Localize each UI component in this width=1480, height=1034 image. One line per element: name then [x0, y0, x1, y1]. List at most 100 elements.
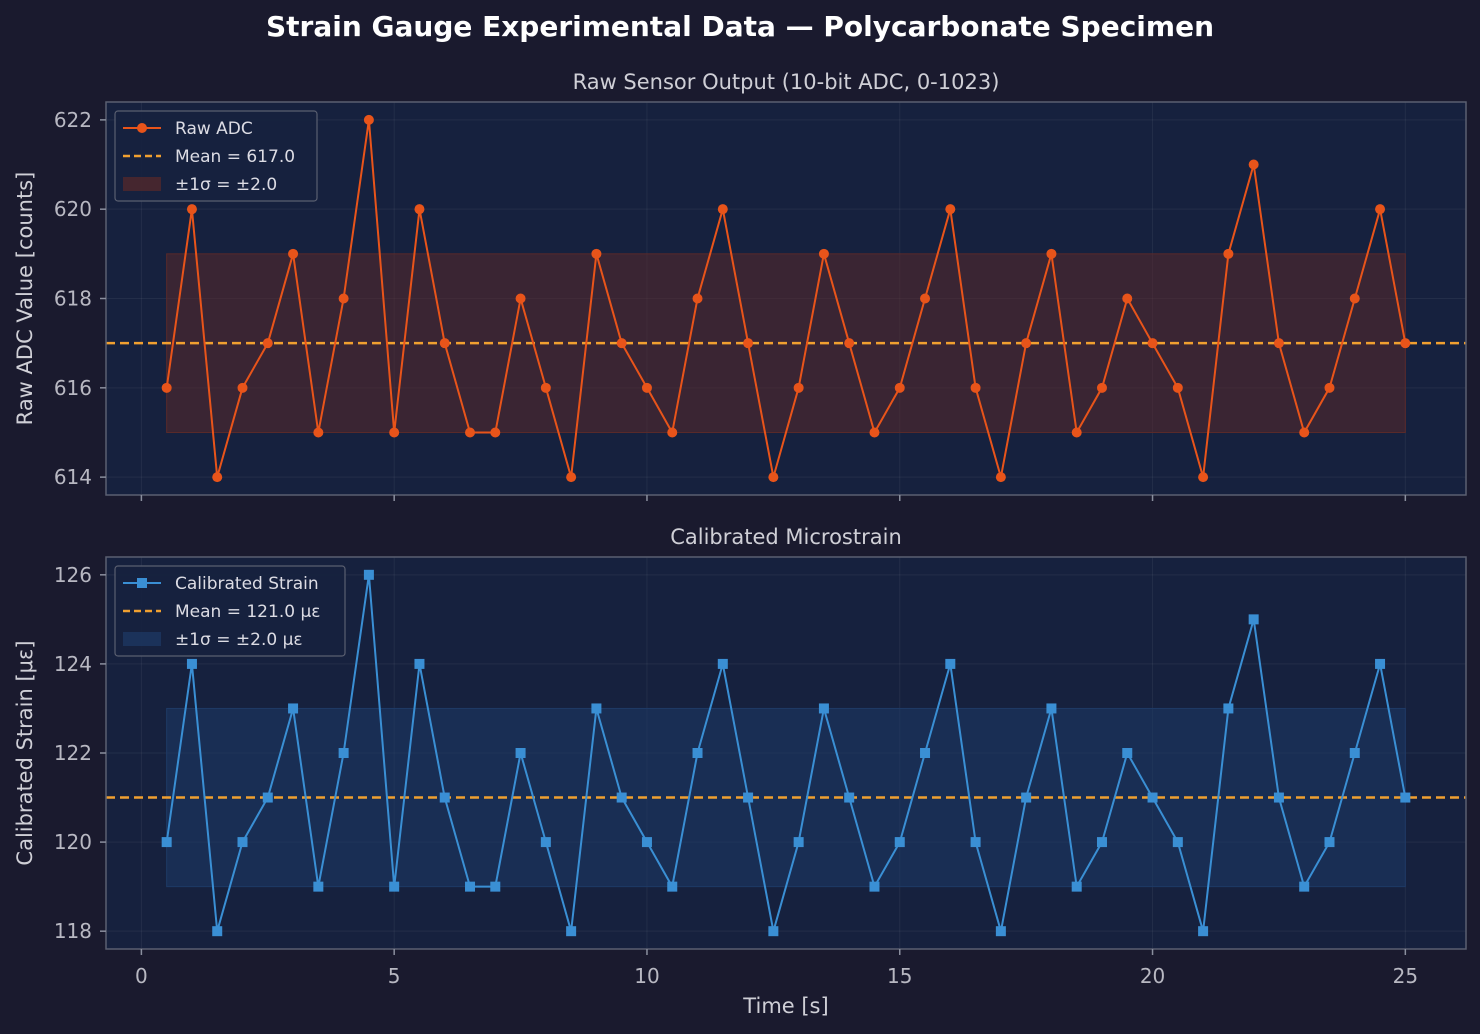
data-point	[490, 427, 501, 438]
data-point	[692, 748, 703, 758]
data-point	[667, 881, 678, 892]
x-tick-label: 0	[135, 964, 148, 988]
y-tick-label: 120	[54, 830, 92, 854]
data-point	[1248, 614, 1259, 625]
x-tick-label: 10	[634, 964, 659, 988]
legend-frame	[114, 110, 318, 202]
data-point	[515, 293, 526, 304]
data-point	[1248, 159, 1259, 170]
chart-panel-1: 614 616 618 620 622 Raw Sensor Output (10-bit…	[13, 70, 1467, 501]
legend-label: ±1σ = ±2.0 με	[175, 630, 303, 650]
data-point	[237, 382, 248, 393]
y-axis-label: Calibrated Strain [με]	[13, 640, 37, 865]
data-point	[566, 472, 577, 483]
data-point	[186, 658, 197, 669]
data-point	[161, 837, 172, 848]
data-point	[818, 703, 829, 714]
data-point	[1273, 792, 1284, 803]
chart-panel-2: 0 5 10 15 20 25 118 120 122 124 126 Calibrated Micr…	[13, 525, 1467, 1018]
data-point	[540, 382, 551, 393]
data-point	[920, 293, 931, 304]
data-point	[1147, 338, 1158, 349]
data-point	[667, 427, 678, 438]
data-point	[1046, 703, 1057, 714]
data-point	[1223, 703, 1234, 714]
data-point	[591, 248, 602, 259]
data-point	[465, 881, 476, 892]
data-point	[995, 472, 1006, 483]
data-point	[1299, 427, 1310, 438]
data-point	[389, 427, 400, 438]
data-point	[288, 703, 299, 714]
data-point	[869, 427, 880, 438]
data-point	[262, 338, 273, 349]
legend-label: Mean = 121.0 με	[175, 602, 320, 622]
data-point	[692, 293, 703, 304]
data-point	[439, 338, 450, 349]
data-point	[1198, 926, 1209, 937]
y-tick-label: 126	[54, 563, 92, 587]
data-point	[540, 837, 551, 848]
y-tick-label: 118	[54, 919, 92, 943]
data-point	[1198, 472, 1209, 483]
legend-marker	[137, 578, 147, 588]
data-point	[338, 748, 349, 758]
legend-label: Mean = 617.0	[175, 147, 295, 167]
data-point	[1375, 204, 1386, 215]
axes-title: Raw Sensor Output (10-bit ADC, 0-1023)	[573, 70, 1000, 94]
y-axis-label: Raw ADC Value [counts]	[13, 172, 37, 426]
data-point	[186, 204, 197, 215]
legend: Calibrated Strain Mean = 121.0 με ±1σ = ±2…	[114, 565, 346, 657]
data-point	[1096, 382, 1107, 393]
data-point	[1349, 748, 1360, 758]
legend-label: Calibrated Strain	[175, 574, 319, 594]
data-point	[212, 926, 223, 937]
y-tick-label: 620	[54, 197, 92, 221]
data-point	[389, 881, 400, 892]
y-tick-label: 622	[54, 108, 92, 132]
data-point	[1324, 837, 1335, 848]
legend-label: Raw ADC	[175, 119, 253, 139]
data-point	[1122, 293, 1133, 304]
data-point	[768, 472, 779, 483]
y-tick-label: 124	[54, 652, 92, 676]
data-point	[338, 293, 349, 304]
data-point	[1122, 748, 1133, 758]
data-point	[641, 382, 652, 393]
x-tick-label: 5	[388, 964, 401, 988]
data-point	[793, 382, 804, 393]
data-point	[414, 658, 425, 669]
data-point	[465, 427, 476, 438]
data-point	[768, 926, 779, 937]
data-point	[363, 569, 374, 580]
x-tick-label: 20	[1140, 964, 1165, 988]
legend-band-handle	[123, 632, 161, 646]
data-point	[1021, 338, 1032, 349]
data-point	[161, 382, 172, 393]
data-point	[1046, 248, 1057, 259]
data-point	[237, 837, 248, 848]
data-point	[1324, 382, 1335, 393]
data-point	[515, 748, 526, 758]
axes-title: Calibrated Microstrain	[670, 525, 902, 549]
data-point	[288, 248, 299, 259]
data-point	[616, 792, 627, 803]
data-point	[945, 204, 956, 215]
data-point	[313, 427, 324, 438]
data-point	[970, 837, 981, 848]
charts-container: 614 616 618 620 622 Raw Sensor Output (10-bit…	[13, 70, 1467, 1018]
data-point	[717, 658, 728, 669]
data-point	[490, 881, 501, 892]
data-point	[1071, 427, 1082, 438]
data-point	[363, 114, 374, 125]
data-point	[1096, 837, 1107, 848]
y-tick-label: 122	[54, 741, 92, 765]
data-point	[414, 204, 425, 215]
data-point	[591, 703, 602, 714]
data-point	[793, 837, 804, 848]
data-point	[1172, 837, 1183, 848]
data-point	[1273, 338, 1284, 349]
data-point	[1400, 792, 1411, 803]
data-point	[1400, 338, 1411, 349]
data-point	[844, 338, 855, 349]
